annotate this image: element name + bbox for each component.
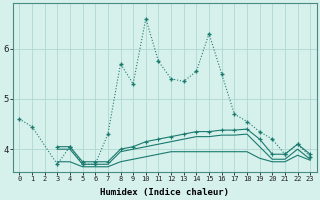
X-axis label: Humidex (Indice chaleur): Humidex (Indice chaleur)	[100, 188, 229, 197]
